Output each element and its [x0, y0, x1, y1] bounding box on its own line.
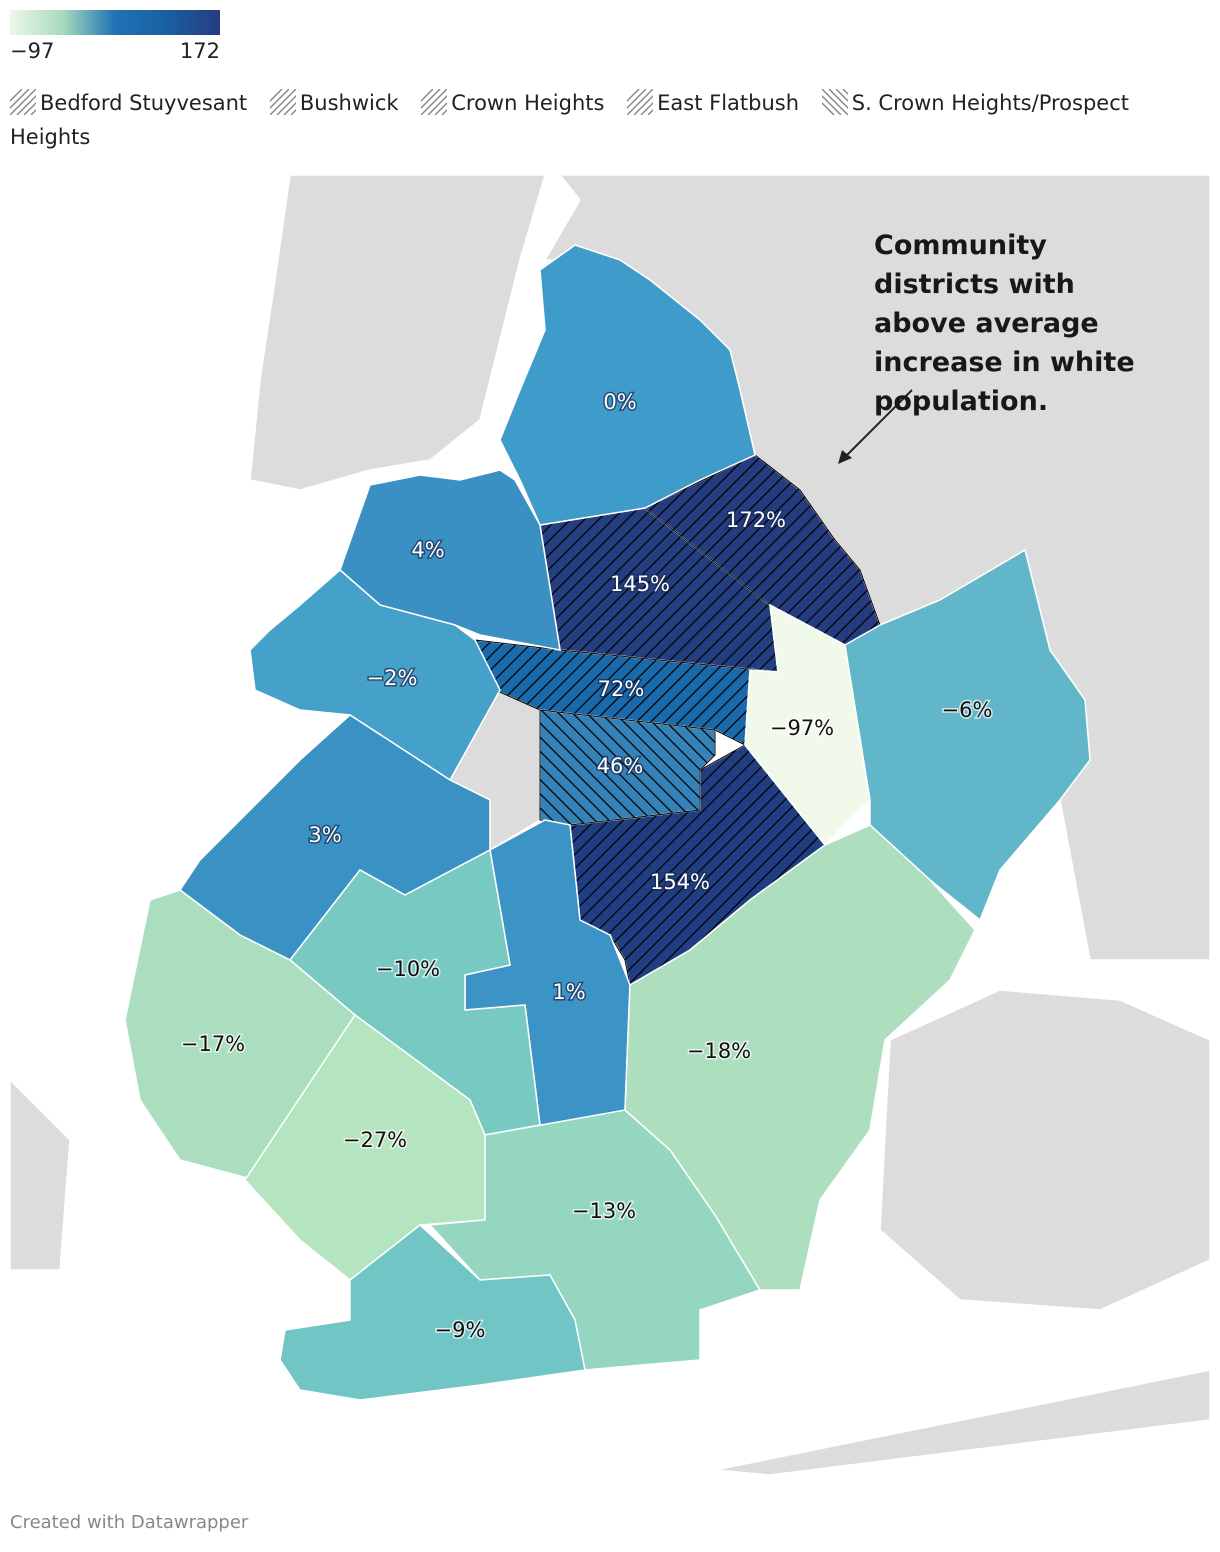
swatch-hatch	[821, 88, 849, 116]
legend-item: Crown Heights	[406, 88, 605, 116]
value-label: −18%	[687, 1039, 751, 1063]
district	[473, 639, 779, 747]
district	[178, 714, 491, 961]
value-label: 3%	[308, 823, 341, 847]
value-label: −27%	[343, 1128, 407, 1152]
legend-swatch	[612, 88, 682, 116]
arrow-head	[838, 450, 852, 464]
legend-label: Bushwick	[299, 91, 399, 115]
district-hatch	[539, 709, 716, 826]
manhattan	[249, 174, 547, 491]
district	[249, 569, 501, 782]
district	[643, 454, 881, 657]
value-label: −10%	[376, 957, 440, 981]
district	[464, 819, 631, 1126]
district-hatch	[644, 454, 881, 656]
value-label: 145%	[610, 572, 670, 596]
value-label: −13%	[572, 1199, 636, 1223]
swatch-hatch	[9, 88, 37, 116]
district	[279, 1224, 586, 1401]
district	[569, 744, 827, 987]
legend-swatch	[0, 88, 65, 116]
staten-island	[9, 1078, 71, 1271]
islands	[879, 989, 1211, 1311]
value-label: −17%	[181, 1032, 245, 1056]
district	[244, 1013, 486, 1281]
swatch-hatch	[626, 88, 654, 116]
legend-swatch	[406, 88, 476, 116]
district	[624, 824, 976, 1291]
value-label: −2%	[367, 666, 418, 690]
legend-item: Bedford Stuyvesant	[0, 88, 248, 116]
district	[288, 848, 541, 1136]
district	[428, 1109, 762, 1371]
value-label: −97%	[770, 716, 834, 740]
value-label: 46%	[597, 754, 644, 778]
value-label: 172%	[726, 508, 786, 532]
scale-tick-label: 172	[180, 39, 220, 63]
value-label: 154%	[650, 870, 710, 894]
swatch-hatch	[269, 88, 297, 116]
footer: Created with Datawrapper	[10, 1512, 249, 1533]
value-label: 72%	[598, 677, 645, 701]
district-hatch	[539, 507, 779, 673]
district	[844, 548, 1091, 922]
district	[499, 244, 756, 526]
legend-item: East Flatbush	[612, 88, 800, 116]
annotation: Community districts with above average i…	[874, 230, 1135, 417]
district	[339, 469, 561, 651]
value-label: 1%	[552, 980, 585, 1004]
district	[744, 603, 871, 847]
legend-swatch	[807, 88, 877, 116]
value-label: −6%	[942, 698, 993, 722]
district	[124, 889, 356, 1181]
rockaway	[714, 1369, 1211, 1476]
scale-tick-label: −97	[10, 39, 54, 63]
legend-swatch	[255, 88, 325, 116]
park	[448, 689, 541, 852]
district	[539, 507, 779, 673]
value-label: 0%	[603, 390, 636, 414]
value-label: 4%	[411, 538, 444, 562]
district-hatch	[474, 639, 779, 746]
legend-item: Bushwick	[255, 88, 399, 116]
district	[539, 709, 716, 826]
legend-label: Bedford Stuyvesant	[40, 91, 248, 115]
legend-label: East Flatbush	[657, 91, 800, 115]
color-bar	[10, 10, 220, 35]
swatch-hatch	[420, 88, 448, 116]
district-hatch	[569, 744, 826, 986]
legend-label: Crown Heights	[451, 91, 605, 115]
legend-label: S. Crown Heights/Prospect Heights	[10, 91, 1129, 149]
value-label: −9%	[435, 1318, 486, 1342]
color-legend: −97 172	[10, 10, 220, 63]
hatch-legend: Bedford Stuyvesant Bushwick Crown Height…	[0, 86, 1190, 154]
